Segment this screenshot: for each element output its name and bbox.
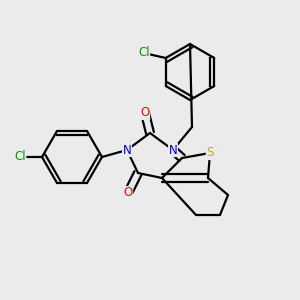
Text: S: S [206, 146, 214, 160]
Text: N: N [169, 143, 177, 157]
Text: Cl: Cl [138, 46, 150, 59]
Text: Cl: Cl [14, 151, 26, 164]
Text: N: N [123, 143, 131, 157]
Text: O: O [123, 187, 133, 200]
Text: O: O [140, 106, 150, 119]
